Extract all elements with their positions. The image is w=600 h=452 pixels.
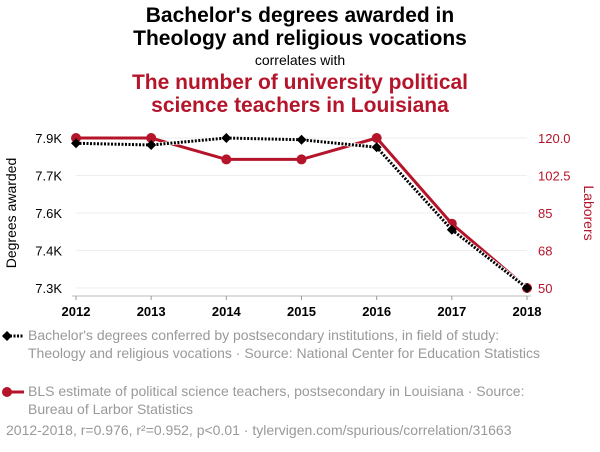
legend-marker-teachers [2, 387, 12, 397]
x-tick-label: 2014 [212, 304, 242, 319]
y-left-tick-label: 7.7K [35, 169, 62, 184]
legend-label-degrees: Bachelor's degrees conferred by postseco… [28, 327, 541, 361]
legend-label-teachers: BLS estimate of political science teache… [28, 383, 525, 417]
data-point-degrees [446, 224, 457, 235]
y-right-axis-label: Laborers [581, 185, 597, 240]
data-point-degrees [146, 140, 157, 150]
x-tick-label: 2018 [513, 304, 542, 319]
data-point-teachers [71, 133, 81, 143]
data-point-teachers [296, 154, 307, 165]
data-point-teachers [371, 133, 382, 143]
data-point-teachers [221, 154, 232, 165]
y-right-tick-label: 85 [538, 206, 552, 221]
x-tick-label: 2015 [287, 304, 316, 319]
y-left-axis-label: Degrees awarded [3, 158, 19, 269]
data-point-teachers [146, 133, 157, 143]
x-tick-label: 2013 [137, 304, 166, 319]
data-point-degrees [371, 142, 382, 153]
y-right-tick-label: 102.5 [538, 169, 571, 184]
legend-item-teachers: BLS estimate of political science teache… [28, 382, 548, 418]
y-right-tick-label: 120.0 [538, 131, 571, 146]
legend-item-degrees: Bachelor's degrees conferred by postseco… [28, 326, 548, 362]
title-line-1: Bachelor's degrees awarded in [145, 4, 455, 27]
data-point-degrees [221, 133, 232, 143]
y-left-tick-label: 7.9K [35, 131, 62, 146]
title2-line-2: science teachers in Louisiana [151, 94, 449, 117]
x-tick-label: 2016 [362, 304, 391, 319]
legend-marker-degrees [2, 331, 12, 341]
title2-line-1: The number of university political [131, 71, 469, 94]
data-point-degrees [71, 138, 81, 149]
chart-title: Bachelor's degrees awarded in Theology an… [0, 4, 600, 50]
data-point-degrees [522, 283, 532, 293]
y-right-tick-label: 68 [538, 244, 552, 259]
title-line-2: Theology and religious vocations [133, 27, 467, 50]
chart-title-2: The number of university political scienc… [0, 71, 600, 117]
footer: 2012-2018, r=0.976, r²=0.952, p<0.01 · t… [6, 422, 512, 438]
subtitle: correlates with [254, 52, 346, 68]
x-tick-label: 2012 [62, 304, 91, 319]
y-left-tick-label: 7.4K [35, 244, 62, 259]
y-right-tick-label: 50 [538, 281, 552, 296]
x-tick-label: 2017 [437, 304, 466, 319]
data-point-degrees [296, 134, 307, 145]
y-left-tick-label: 7.3K [35, 281, 62, 296]
y-left-tick-label: 7.6K [35, 206, 62, 221]
